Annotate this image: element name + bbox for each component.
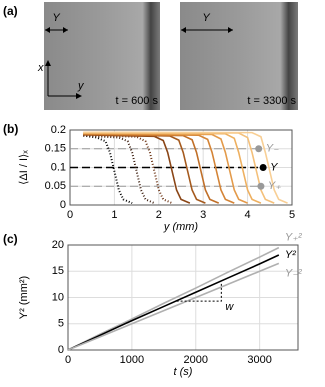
data-line	[83, 133, 206, 204]
plot-frame	[67, 244, 299, 351]
y-tick-label: 0	[58, 344, 64, 356]
y-tick-label: 10	[52, 291, 64, 303]
y-tick-label: 0	[60, 199, 66, 211]
panel-label: (c)	[3, 232, 18, 246]
axis-label: x	[37, 62, 44, 74]
panel-label: (b)	[3, 122, 18, 136]
threshold-label: Y₊	[268, 180, 281, 192]
x-tick-label: 4	[245, 209, 251, 221]
x-tick-label: 3000	[247, 354, 271, 366]
width-label: Y	[202, 12, 210, 24]
x-tick-label: 1	[111, 209, 117, 221]
x-axis-label: y (mm)	[163, 221, 199, 233]
data-line	[83, 133, 220, 204]
data-line	[67, 246, 280, 351]
data-line	[83, 131, 288, 204]
y-axis-label: ⟨ΔI / I⟩ₓ	[18, 150, 30, 185]
x-tick-label: 1000	[120, 354, 144, 366]
time-label: t = 600 s	[115, 95, 158, 107]
time-label: t = 3300 s	[247, 95, 296, 107]
y-tick-label: 0.2	[51, 124, 66, 136]
data-line	[83, 131, 275, 204]
y-tick-label: 0.05	[45, 180, 66, 192]
data-line	[83, 132, 248, 204]
arrow-head	[45, 60, 82, 99]
data-line	[83, 132, 235, 204]
data-line	[83, 134, 173, 205]
micrograph	[44, 2, 160, 110]
axes-arrow	[47, 62, 80, 97]
threshold-marker	[255, 145, 263, 153]
panel-label: (a)	[3, 4, 18, 18]
micrograph	[180, 2, 298, 110]
slope-label: w	[225, 301, 234, 313]
panel-a: (a) Y Y x y t = 600 s t = 3300 s	[3, 2, 298, 110]
width-label: Y	[52, 12, 60, 24]
y-tick-label: 0.1	[51, 161, 66, 173]
threshold-label: Y₋	[266, 143, 279, 155]
data-line	[83, 134, 133, 205]
data-line	[83, 134, 155, 205]
y-tick-label: 0.15	[45, 143, 66, 155]
y-axis-label: Y² (mm²)	[18, 276, 30, 319]
x-tick-label: 0	[65, 354, 71, 366]
x-tick-label: 2	[156, 209, 162, 221]
threshold-label: Y	[270, 161, 278, 173]
data-line	[67, 262, 280, 351]
x-tick-label: 5	[289, 209, 295, 221]
x-tick-label: 0	[67, 209, 73, 221]
arrow-head	[45, 27, 68, 33]
threshold-marker	[259, 164, 267, 171]
y-tick-label: 20	[52, 239, 64, 251]
threshold-marker	[257, 182, 265, 190]
y-tick-label: 5	[58, 318, 64, 330]
x-tick-label: 3	[200, 209, 206, 221]
x-tick-label: 2000	[184, 354, 208, 366]
data-line	[83, 134, 191, 204]
series-label: Y²	[285, 249, 296, 261]
series-label: Y₊²	[285, 232, 302, 244]
data-line	[83, 132, 262, 204]
x-axis-label: t (s)	[174, 366, 193, 378]
series-label: Y₋²	[285, 267, 302, 279]
axis-label: y	[77, 80, 85, 92]
slope-triangle	[176, 282, 222, 302]
y-tick-label: 15	[52, 265, 64, 277]
data-line	[67, 254, 280, 351]
